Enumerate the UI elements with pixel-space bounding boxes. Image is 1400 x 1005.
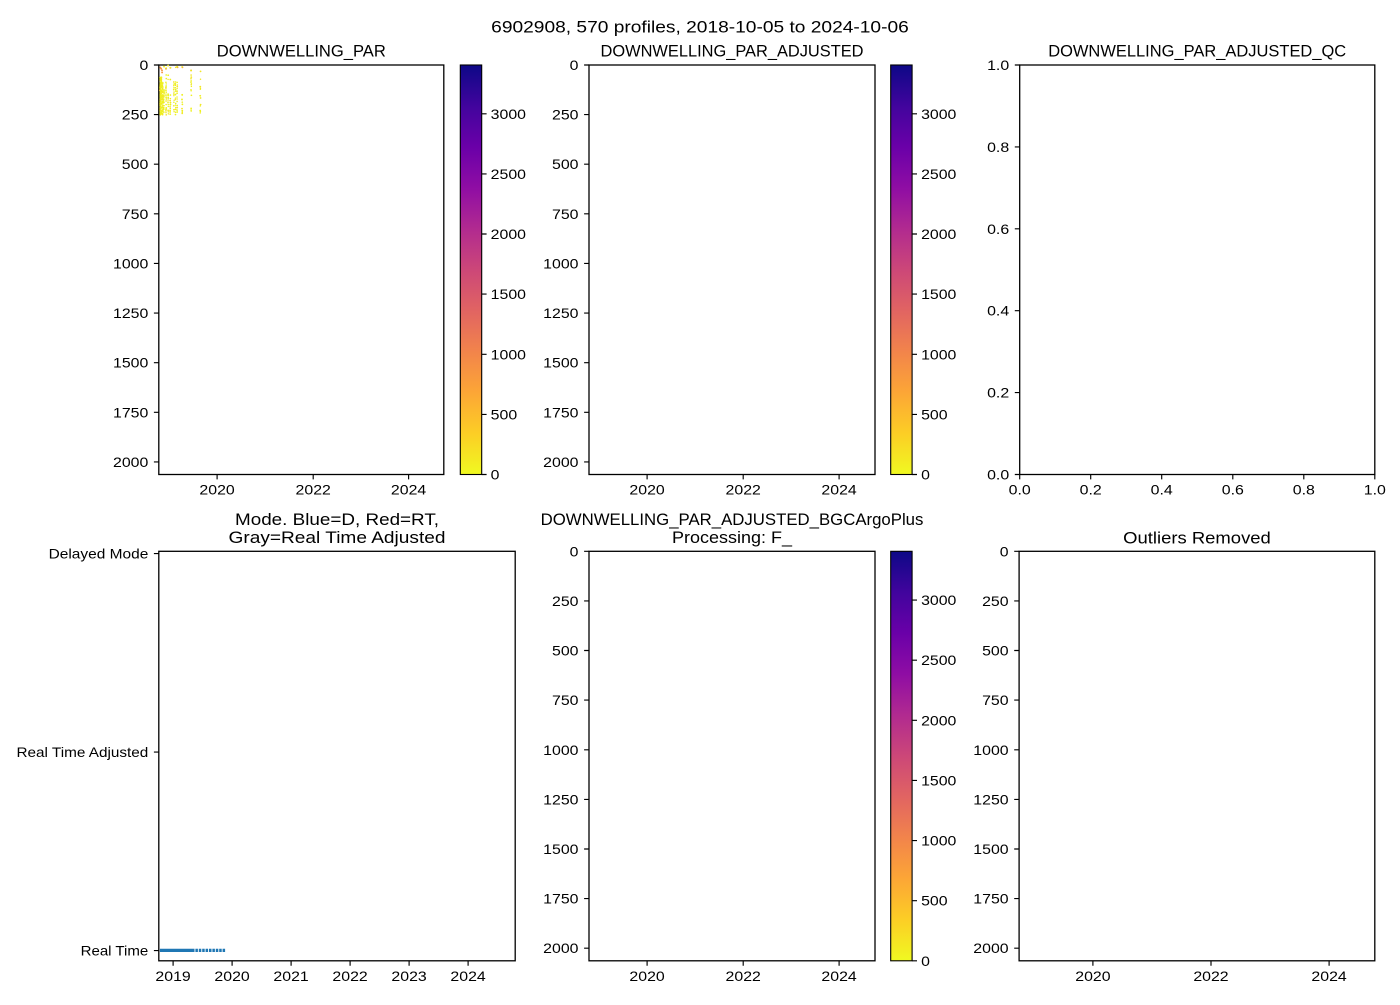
svg-text:DOWNWELLING_PAR: DOWNWELLING_PAR bbox=[217, 41, 386, 60]
svg-text:0.8: 0.8 bbox=[987, 139, 1009, 155]
svg-text:1500: 1500 bbox=[921, 286, 957, 302]
svg-text:500: 500 bbox=[552, 156, 579, 172]
svg-text:500: 500 bbox=[122, 156, 149, 172]
svg-text:1500: 1500 bbox=[973, 841, 1009, 857]
svg-text:2000: 2000 bbox=[543, 454, 579, 470]
svg-text:0: 0 bbox=[140, 57, 149, 73]
svg-text:0: 0 bbox=[570, 543, 579, 559]
svg-text:1000: 1000 bbox=[921, 346, 957, 362]
svg-text:3000: 3000 bbox=[491, 106, 527, 122]
svg-text:2500: 2500 bbox=[921, 166, 957, 182]
svg-text:1000: 1000 bbox=[543, 255, 579, 271]
svg-text:2021: 2021 bbox=[273, 968, 309, 984]
svg-text:2024: 2024 bbox=[1311, 968, 1347, 984]
svg-text:1500: 1500 bbox=[113, 355, 149, 371]
svg-text:250: 250 bbox=[552, 107, 579, 123]
svg-text:1500: 1500 bbox=[921, 772, 957, 788]
svg-text:0.0: 0.0 bbox=[1009, 482, 1031, 498]
svg-text:250: 250 bbox=[552, 593, 579, 609]
svg-text:2019: 2019 bbox=[155, 968, 191, 984]
svg-text:2020: 2020 bbox=[1075, 968, 1111, 984]
svg-text:2022: 2022 bbox=[296, 482, 332, 498]
svg-text:0.2: 0.2 bbox=[1080, 482, 1102, 498]
svg-text:Mode. Blue=D, Red=RT,: Mode. Blue=D, Red=RT, bbox=[235, 510, 439, 529]
svg-text:1000: 1000 bbox=[921, 833, 957, 849]
svg-text:2020: 2020 bbox=[629, 482, 665, 498]
svg-text:Gray=Real Time Adjusted: Gray=Real Time Adjusted bbox=[229, 528, 446, 547]
svg-text:750: 750 bbox=[982, 692, 1009, 708]
svg-text:0.4: 0.4 bbox=[987, 303, 1009, 319]
svg-text:2020: 2020 bbox=[629, 968, 665, 984]
svg-text:6902908, 570 profiles, 2018-10: 6902908, 570 profiles, 2018-10-05 to 202… bbox=[491, 17, 909, 36]
svg-text:0.6: 0.6 bbox=[1222, 482, 1244, 498]
svg-text:3000: 3000 bbox=[921, 106, 957, 122]
svg-text:750: 750 bbox=[552, 692, 579, 708]
svg-text:0: 0 bbox=[570, 57, 579, 73]
svg-text:DOWNWELLING_PAR_ADJUSTED_BGCAr: DOWNWELLING_PAR_ADJUSTED_BGCArgoPlus bbox=[541, 510, 924, 529]
svg-text:2020: 2020 bbox=[199, 482, 235, 498]
svg-text:Outliers Removed: Outliers Removed bbox=[1123, 528, 1271, 547]
svg-text:DOWNWELLING_PAR_ADJUSTED_QC: DOWNWELLING_PAR_ADJUSTED_QC bbox=[1048, 41, 1346, 60]
svg-text:2000: 2000 bbox=[491, 226, 527, 242]
svg-text:3000: 3000 bbox=[921, 592, 957, 608]
svg-text:1250: 1250 bbox=[543, 305, 579, 321]
svg-text:1250: 1250 bbox=[543, 791, 579, 807]
svg-text:DOWNWELLING_PAR_ADJUSTED: DOWNWELLING_PAR_ADJUSTED bbox=[601, 41, 864, 60]
svg-text:0.4: 0.4 bbox=[1151, 482, 1173, 498]
svg-text:0.6: 0.6 bbox=[987, 221, 1009, 237]
svg-text:0: 0 bbox=[1000, 543, 1009, 559]
svg-text:Real Time: Real Time bbox=[81, 943, 149, 959]
svg-text:500: 500 bbox=[552, 643, 579, 659]
svg-text:2000: 2000 bbox=[543, 940, 579, 956]
svg-text:500: 500 bbox=[921, 406, 948, 422]
svg-text:2000: 2000 bbox=[921, 712, 957, 728]
svg-text:0.2: 0.2 bbox=[987, 385, 1009, 401]
svg-text:2022: 2022 bbox=[1193, 968, 1229, 984]
svg-text:750: 750 bbox=[552, 206, 579, 222]
svg-text:2024: 2024 bbox=[450, 968, 486, 984]
svg-text:0: 0 bbox=[491, 467, 500, 483]
svg-text:1250: 1250 bbox=[973, 791, 1009, 807]
svg-text:1750: 1750 bbox=[973, 891, 1009, 907]
svg-text:2000: 2000 bbox=[921, 226, 957, 242]
svg-text:500: 500 bbox=[491, 406, 518, 422]
svg-text:2500: 2500 bbox=[491, 166, 527, 182]
svg-text:0: 0 bbox=[921, 953, 930, 969]
svg-text:Delayed Mode: Delayed Mode bbox=[49, 546, 149, 562]
svg-text:0.0: 0.0 bbox=[987, 467, 1009, 483]
svg-text:250: 250 bbox=[982, 593, 1009, 609]
svg-text:1000: 1000 bbox=[491, 346, 527, 362]
svg-text:2020: 2020 bbox=[214, 968, 250, 984]
svg-text:2022: 2022 bbox=[726, 968, 762, 984]
svg-text:2500: 2500 bbox=[921, 652, 957, 668]
svg-text:250: 250 bbox=[122, 107, 149, 123]
svg-text:500: 500 bbox=[982, 643, 1009, 659]
svg-text:1750: 1750 bbox=[113, 404, 149, 420]
svg-text:2024: 2024 bbox=[821, 482, 857, 498]
svg-text:750: 750 bbox=[122, 206, 149, 222]
svg-text:Processing: F_: Processing: F_ bbox=[672, 528, 793, 547]
svg-text:2022: 2022 bbox=[332, 968, 368, 984]
svg-text:1750: 1750 bbox=[543, 891, 579, 907]
svg-text:1000: 1000 bbox=[973, 742, 1009, 758]
svg-text:1500: 1500 bbox=[543, 355, 579, 371]
svg-text:1500: 1500 bbox=[491, 286, 527, 302]
svg-text:1750: 1750 bbox=[543, 404, 579, 420]
svg-text:500: 500 bbox=[921, 893, 948, 909]
svg-text:Real Time Adjusted: Real Time Adjusted bbox=[17, 744, 149, 760]
svg-text:1000: 1000 bbox=[543, 742, 579, 758]
svg-text:2024: 2024 bbox=[821, 968, 857, 984]
svg-text:2022: 2022 bbox=[726, 482, 762, 498]
svg-text:2023: 2023 bbox=[391, 968, 427, 984]
svg-text:2000: 2000 bbox=[113, 454, 149, 470]
svg-text:1.0: 1.0 bbox=[987, 57, 1009, 73]
svg-text:1250: 1250 bbox=[113, 305, 149, 321]
svg-text:1000: 1000 bbox=[113, 255, 149, 271]
svg-text:0.8: 0.8 bbox=[1293, 482, 1315, 498]
svg-text:1500: 1500 bbox=[543, 841, 579, 857]
svg-text:1.0: 1.0 bbox=[1364, 482, 1386, 498]
svg-text:0: 0 bbox=[921, 467, 930, 483]
svg-text:2024: 2024 bbox=[391, 482, 427, 498]
svg-text:2000: 2000 bbox=[973, 940, 1009, 956]
